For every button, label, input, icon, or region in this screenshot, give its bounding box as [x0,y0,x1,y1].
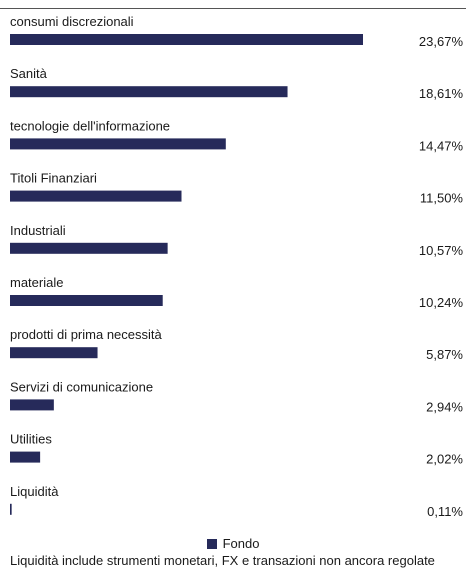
bar [10,503,12,515]
bar [10,399,54,411]
bar [10,451,41,463]
bar [10,347,98,359]
bar [10,190,182,202]
value-label: 23,67% [419,34,464,49]
category-label: materiale [10,275,63,290]
category-label: Industriali [10,223,66,238]
value-label: 18,61% [419,86,464,101]
bar-rows: consumi discrezionali 23,67% Sanità 18,61% t… [10,14,463,519]
category-label: Utilities [10,432,52,447]
legend-label: Fondo [222,536,260,551]
category-label: tecnologie dell'informazione [10,118,170,133]
category-label: consumi discrezionali [10,14,134,29]
category-label: Liquidità [10,484,59,499]
bar [10,34,363,45]
value-label: 2,94% [426,399,463,414]
bar [10,138,226,150]
category-label: prodotti di prima necessità [10,327,163,342]
value-label: 2,02% [426,452,463,467]
value-label: 14,47% [419,138,464,153]
legend-swatch [206,539,217,549]
bar [10,86,288,98]
value-label: 5,87% [426,347,463,362]
value-label: 10,24% [419,295,464,310]
bar [10,242,168,254]
category-label: Titoli Finanziari [10,171,97,186]
value-label: 11,50% [420,191,464,206]
category-label: Sanità [10,66,48,81]
legend: Fondo [0,536,466,552]
footnote: Liquidità include strumenti monetari, FX… [10,553,435,568]
bar [10,295,163,306]
value-label: 0,11% [427,504,463,519]
category-label: Servizi di comunicazione [10,379,153,394]
value-label: 10,57% [419,243,464,258]
